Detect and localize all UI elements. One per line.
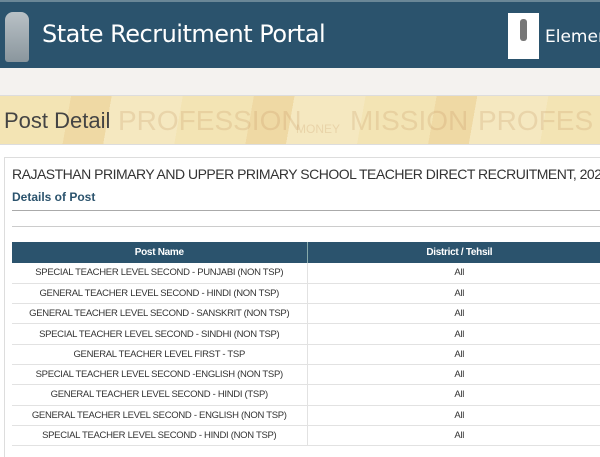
banner-watermark: MISSION — [350, 105, 469, 136]
district-cell: All — [307, 263, 600, 284]
district-cell: All — [307, 303, 600, 325]
table-row: GENERAL TEACHER LEVEL FIRST - TSP All — [12, 344, 600, 365]
banner-watermark: MONEY — [296, 122, 341, 136]
government-logo-icon — [508, 13, 539, 59]
post-name-cell: GENERAL TEACHER LEVEL SECOND - ENGLISH (… — [12, 405, 308, 426]
banner-watermark: PROFESSION — [118, 105, 302, 136]
brand-text: Element — [545, 27, 600, 47]
portal-title[interactable]: State Recruitment Portal — [42, 20, 326, 48]
post-name-cell: SPECIAL TEACHER LEVEL SECOND - SINDHI (N… — [12, 323, 308, 345]
divider — [12, 210, 600, 211]
district-cell: All — [307, 405, 600, 426]
district-cell: All — [307, 283, 600, 305]
district-cell: All — [307, 344, 600, 365]
table-row: GENERAL TEACHER LEVEL SECOND - SANSKRIT … — [12, 303, 600, 325]
post-name-cell: GENERAL TEACHER LEVEL SECOND - HINDI (NO… — [12, 283, 308, 305]
section-title: Details of Post — [12, 190, 96, 204]
table-header-row: Post Name District / Tehsil — [12, 242, 600, 263]
post-name-cell: GENERAL TEACHER LEVEL SECOND - HINDI (TS… — [12, 384, 308, 406]
district-cell: All — [307, 323, 600, 345]
divider — [12, 226, 600, 227]
table-row: SPECIAL TEACHER LEVEL SECOND - PUNJABI (… — [12, 263, 600, 284]
district-cell: All — [307, 384, 600, 406]
banner-watermark: PROFES — [478, 105, 594, 136]
post-name-cell: SPECIAL TEACHER LEVEL SECOND - PUNJABI (… — [12, 263, 308, 284]
post-table: Post Name District / Tehsil SPECIAL TEAC… — [12, 242, 600, 447]
recruitment-title: RAJASTHAN PRIMARY AND UPPER PRIMARY SCHO… — [12, 166, 600, 182]
table-row: SPECIAL TEACHER LEVEL SECOND - SINDHI (N… — [12, 323, 600, 345]
table-row: GENERAL TEACHER LEVEL SECOND - HINDI (NO… — [12, 283, 600, 305]
content-card — [4, 157, 600, 457]
top-header: State Recruitment Portal Element — [0, 0, 600, 68]
table-row: SPECIAL TEACHER LEVEL SECOND -ENGLISH (N… — [12, 364, 600, 386]
column-header-post-name: Post Name — [12, 242, 308, 263]
page-banner: PROFESSION MONEY MISSION PROFES Post Det… — [0, 95, 600, 145]
table-row: GENERAL TEACHER LEVEL SECOND - HINDI (TS… — [12, 384, 600, 406]
column-header-district: District / Tehsil — [307, 242, 600, 263]
district-cell: All — [307, 364, 600, 386]
district-cell: All — [307, 425, 600, 447]
state-emblem-icon — [5, 12, 29, 62]
post-name-cell: GENERAL TEACHER LEVEL SECOND - SANSKRIT … — [12, 303, 308, 325]
table-row: SPECIAL TEACHER LEVEL SECOND - HINDI (NO… — [12, 425, 600, 447]
nav-strip — [0, 68, 600, 95]
post-name-cell: GENERAL TEACHER LEVEL FIRST - TSP — [12, 344, 308, 365]
table-row: GENERAL TEACHER LEVEL SECOND - ENGLISH (… — [12, 405, 600, 426]
post-name-cell: SPECIAL TEACHER LEVEL SECOND -ENGLISH (N… — [12, 364, 308, 386]
page-title: Post Detail — [4, 108, 111, 133]
post-name-cell: SPECIAL TEACHER LEVEL SECOND - HINDI (NO… — [12, 425, 308, 447]
